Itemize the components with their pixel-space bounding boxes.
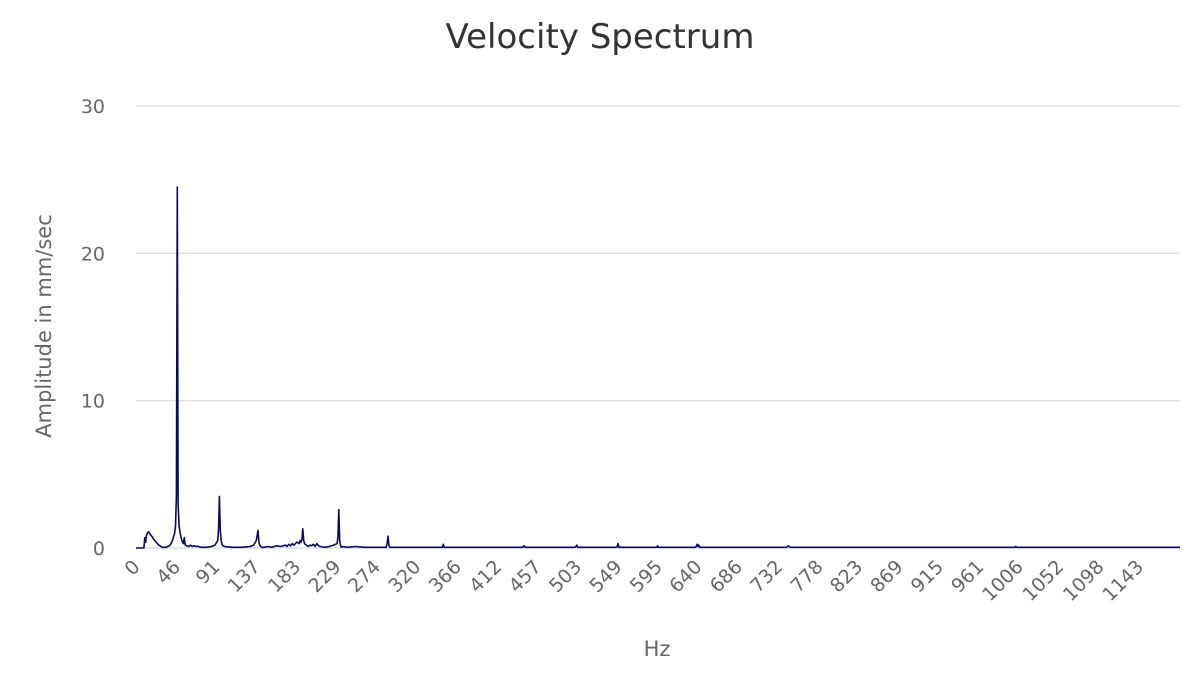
y-tick-label: 20 [81,243,105,265]
x-tick-label: 640 [665,556,706,597]
chart-title: Velocity Spectrum [446,17,755,57]
x-tick-label: 823 [826,556,867,597]
y-tick-label: 30 [81,96,105,118]
x-tick-label: 274 [344,556,385,597]
x-tick-label: 412 [465,556,506,597]
x-tick-label: 183 [264,556,305,597]
x-tick-label: 137 [224,556,265,597]
x-tick-label: 320 [384,556,425,597]
x-tick-label: 778 [786,556,827,597]
y-tick-label: 10 [81,391,105,413]
x-tick-label: 1052 [1018,556,1068,606]
x-tick-label: 732 [746,556,787,597]
x-tick-label: 46 [152,556,185,589]
y-axis-ticks: 0 10 20 30 [81,96,105,560]
x-tick-label: 595 [626,556,667,597]
x-tick-label: 1143 [1098,556,1148,606]
x-tick-label: 503 [545,556,586,597]
x-tick-label: 915 [907,556,948,597]
x-tick-label: 549 [585,556,626,597]
x-tick-label: 91 [192,556,225,589]
x-tick-label: 686 [706,556,747,597]
x-axis-title: Hz [644,637,671,661]
y-tick-label: 0 [93,538,105,560]
x-tick-label: 1098 [1059,556,1109,606]
x-tick-label: 229 [304,556,345,597]
series-line [136,186,1180,549]
x-tick-label: 869 [866,556,907,597]
grid-lines [136,105,1180,402]
x-tick-label: 1006 [978,556,1028,606]
x-tick-label: 366 [425,556,466,597]
x-tick-label: 0 [120,556,144,580]
x-tick-label: 457 [505,556,546,597]
y-axis-title: Amplitude in mm/sec [32,214,56,438]
